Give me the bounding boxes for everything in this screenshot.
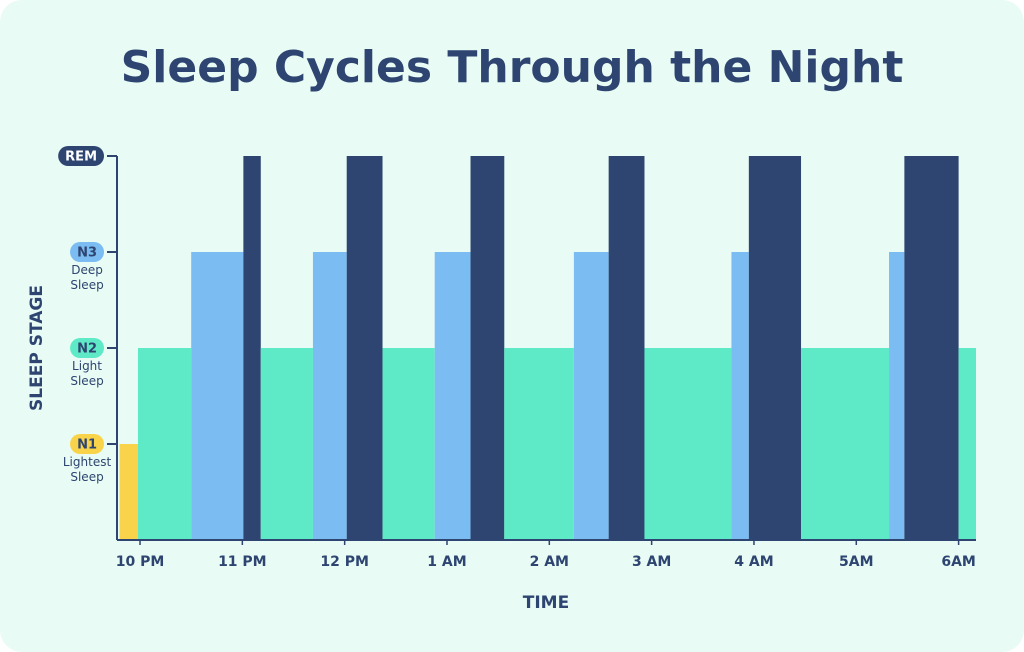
stage-bar: [608, 156, 645, 540]
y-tick-label: N2: [77, 342, 97, 357]
stage-bar: [137, 348, 192, 540]
y-tick-note: Light Sleep: [70, 359, 104, 388]
stage-bar: [346, 156, 383, 540]
x-tick-label: 11 PM: [218, 554, 267, 570]
stage-bar: [260, 348, 313, 540]
y-tick-pill: [70, 434, 104, 454]
stage-bar: [958, 348, 976, 540]
y-tick-pill: [70, 242, 104, 262]
x-tick-label: 12 PM: [320, 554, 369, 570]
stage-bar: [191, 252, 244, 540]
stage-bar: [382, 348, 435, 540]
stage-bar: [889, 252, 905, 540]
stage-bar: [644, 348, 732, 540]
stage-bar: [748, 156, 802, 540]
y-tick-label: REM: [65, 150, 97, 165]
stage-bar: [801, 348, 890, 540]
x-tick-label: 3 AM: [632, 554, 671, 570]
y-tick-label: N3: [77, 246, 97, 261]
x-tick-label: 1 AM: [427, 554, 466, 570]
y-tick-pill: [70, 338, 104, 358]
x-axis-title: TIME: [523, 593, 569, 613]
y-tick-label: N1: [77, 438, 97, 453]
x-tick-label: 2 AM: [530, 554, 569, 570]
stage-bar: [573, 252, 609, 540]
x-tick-label: 6AM: [941, 554, 976, 570]
stage-bar: [434, 252, 471, 540]
stage-bar: [904, 156, 959, 540]
stage-bar: [470, 156, 505, 540]
x-tick-label: 5AM: [839, 554, 874, 570]
chart-title: Sleep Cycles Through the Night: [121, 42, 904, 93]
y-tick-note: Lightest Sleep: [62, 455, 112, 484]
x-tick-label: 4 AM: [734, 554, 773, 570]
x-tick-label: 10 PM: [116, 554, 165, 570]
stage-bar: [731, 252, 749, 540]
y-tick-pill: [58, 146, 104, 166]
stage-bar: [119, 444, 138, 540]
y-tick-note: Deep Sleep: [70, 263, 104, 292]
stage-bar: [243, 156, 261, 540]
stage-bar: [312, 252, 347, 540]
stage-bar: [504, 348, 574, 540]
y-axis-title: SLEEP STAGE: [27, 285, 47, 411]
